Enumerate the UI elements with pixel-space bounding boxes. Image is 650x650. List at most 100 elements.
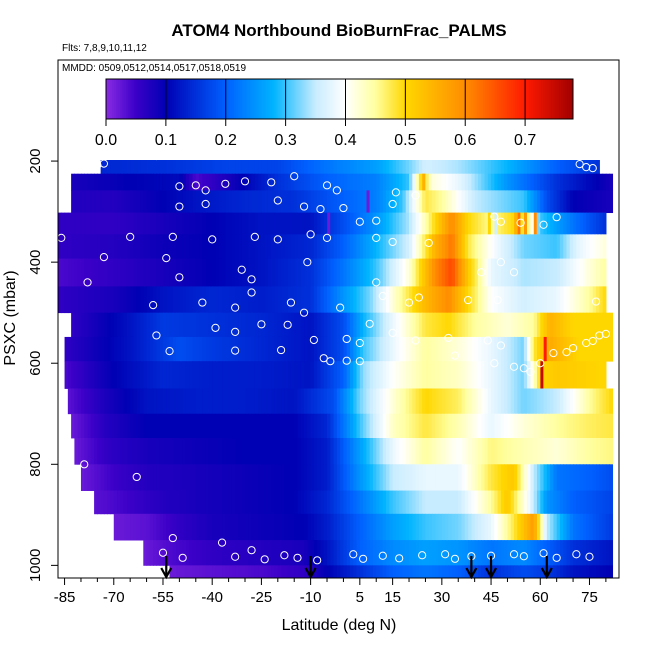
heatmap-cell	[228, 513, 233, 541]
heatmap-cell	[435, 258, 440, 287]
heatmap-cell	[251, 361, 256, 389]
sample-point	[231, 552, 240, 561]
heatmap-cell	[504, 286, 509, 314]
colorbar-segment	[425, 79, 428, 119]
heatmap-cell	[287, 190, 292, 214]
heatmap-cell	[573, 540, 577, 566]
heatmap-cell	[94, 464, 98, 491]
colorbar-segment	[271, 79, 275, 119]
heatmap-cell	[222, 413, 226, 439]
heatmap-cell	[415, 212, 420, 235]
colorbar-segment	[185, 79, 189, 119]
heatmap-cell	[589, 361, 594, 389]
heatmap-cell	[382, 312, 387, 338]
sample-point	[404, 298, 414, 307]
heatmap-cell	[402, 190, 407, 214]
heatmap-cell	[527, 413, 532, 439]
heatmap-cell	[300, 286, 305, 314]
heatmap-cell	[169, 190, 174, 214]
heatmap-cell	[330, 490, 335, 515]
heatmap-cell	[222, 490, 226, 515]
x-tick-label: 75	[581, 589, 598, 606]
heatmap-cell	[297, 490, 302, 515]
heatmap-cell	[589, 513, 594, 541]
colorbar-segment	[329, 79, 333, 119]
heatmap-cell	[67, 258, 72, 287]
heatmap-cell	[103, 361, 108, 389]
heatmap-cell	[205, 234, 210, 260]
colorbar-segment	[387, 79, 390, 119]
heatmap-cell	[74, 361, 79, 389]
heatmap-cell	[90, 312, 95, 338]
heatmap-cell	[487, 438, 492, 465]
heatmap-cell	[133, 190, 138, 214]
heatmap-cell	[317, 190, 322, 214]
heatmap-cell	[405, 336, 410, 362]
heatmap-cell	[530, 336, 535, 362]
heatmap-cell	[267, 540, 272, 566]
heatmap-cell	[261, 438, 266, 465]
heatmap-cell	[471, 464, 476, 491]
colorbar-segment	[151, 79, 155, 119]
heatmap-streak	[543, 336, 547, 362]
heatmap-cell	[605, 513, 610, 541]
heatmap-cell	[287, 540, 292, 566]
heatmap-cell	[107, 336, 112, 362]
heatmap-cell	[126, 513, 131, 541]
heatmap-cell	[422, 212, 427, 235]
heatmap-cell	[514, 438, 518, 465]
colorbar-segment	[195, 79, 199, 119]
heatmap-cell	[74, 258, 79, 287]
heatmap-cell	[84, 413, 89, 439]
heatmap-cell	[271, 413, 276, 439]
heatmap-cell	[445, 286, 449, 314]
heatmap-cell	[559, 540, 564, 566]
heatmap-cell	[487, 258, 492, 287]
heatmap-cell	[162, 490, 167, 515]
heatmap-cell	[218, 258, 223, 287]
heatmap-cell	[179, 234, 184, 260]
heatmap-cell	[333, 565, 338, 578]
heatmap-cell	[533, 438, 538, 465]
colorbar-segment	[203, 79, 207, 119]
colorbar-segment	[181, 79, 185, 119]
heatmap-cell	[323, 464, 328, 491]
heatmap-cell	[149, 388, 154, 415]
heatmap-cell	[238, 312, 243, 338]
heatmap-cell	[395, 438, 400, 465]
heatmap-cell	[504, 388, 509, 415]
heatmap-cell	[566, 190, 571, 214]
heatmap-cell	[323, 513, 328, 541]
heatmap-cell	[543, 413, 548, 439]
heatmap-cell	[300, 464, 305, 491]
heatmap-cell	[330, 388, 335, 415]
heatmap-cell	[169, 286, 174, 314]
heatmap-cell	[559, 464, 564, 491]
heatmap-cell	[435, 540, 440, 566]
heatmap-cell	[192, 464, 197, 491]
heatmap-cell	[582, 258, 587, 287]
colorbar-tick-label: 0.4	[334, 132, 356, 149]
heatmap-cell	[504, 438, 509, 465]
heatmap-cell	[208, 212, 213, 235]
heatmap-cell	[586, 388, 591, 415]
heatmap-cell	[208, 464, 213, 491]
sample-point	[450, 351, 460, 360]
heatmap-cell	[94, 388, 98, 415]
heatmap-cell	[126, 234, 131, 260]
colorbar-segment	[321, 79, 325, 119]
heatmap-cell	[533, 388, 538, 415]
heatmap-cell	[418, 540, 423, 566]
heatmap-cell	[514, 388, 518, 415]
heatmap-cell	[294, 438, 299, 465]
heatmap-cell	[366, 388, 371, 415]
colorbar-segment	[253, 79, 257, 119]
heatmap-cell	[248, 565, 253, 578]
heatmap-cell	[304, 312, 308, 338]
heatmap-cell	[61, 212, 66, 235]
heatmap-cell	[120, 173, 125, 191]
colorbar-tick-label: 0.5	[394, 132, 416, 149]
heatmap-cell	[504, 336, 509, 362]
heatmap-cell	[425, 336, 430, 362]
